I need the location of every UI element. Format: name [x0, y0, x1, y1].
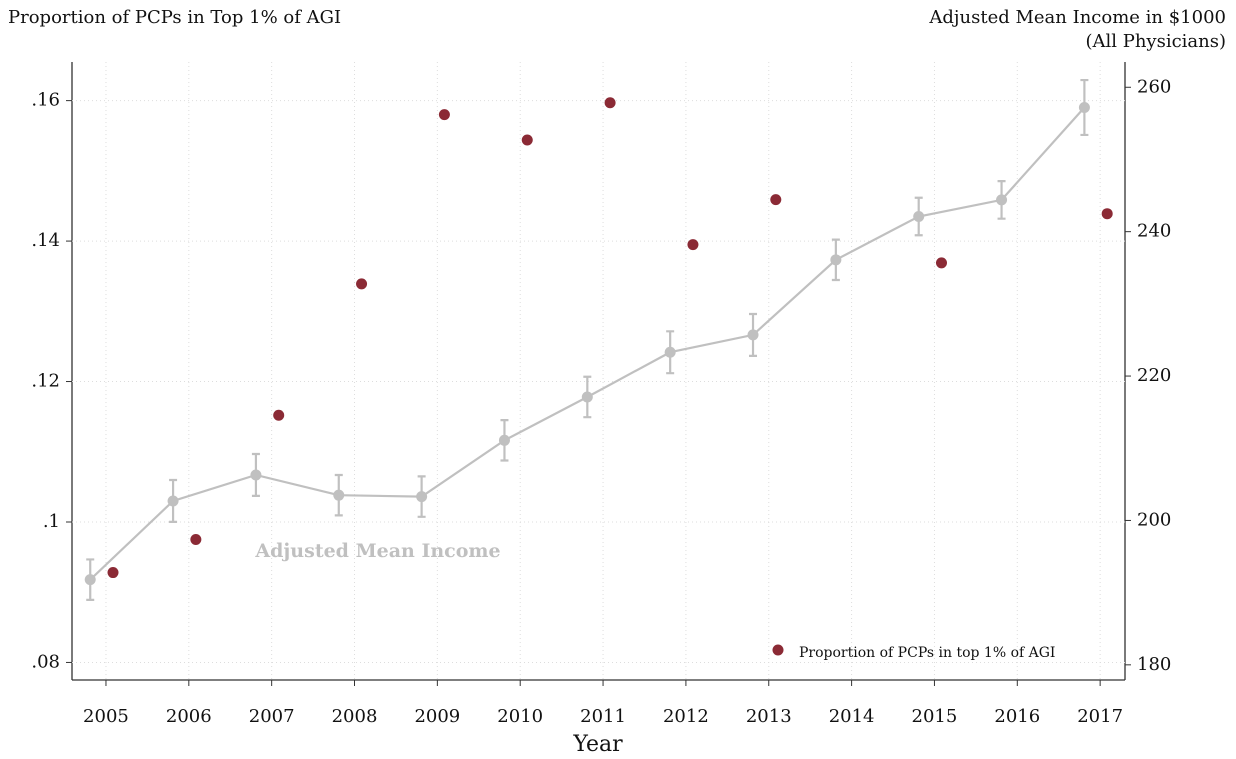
income-point	[581, 391, 593, 403]
income-point	[250, 469, 262, 481]
income-point	[167, 495, 179, 507]
y-tick-label: .14	[31, 230, 60, 251]
income-point	[416, 491, 428, 503]
x-tick-label: 2017	[1077, 706, 1123, 727]
proportion-point	[604, 97, 616, 109]
x-tick-label: 2009	[414, 706, 460, 727]
proportion-point	[107, 567, 119, 579]
y2-tick-label: 180	[1137, 654, 1171, 675]
proportion-point	[356, 278, 368, 290]
x-tick-label: 2008	[332, 706, 378, 727]
y2-axis-title: (All Physicians)	[1085, 31, 1226, 52]
y-tick-label: .12	[31, 371, 60, 392]
y2-tick-label: 240	[1137, 221, 1171, 242]
proportion-point	[273, 409, 285, 421]
income-point	[498, 434, 510, 446]
y-axis-title: Proportion of PCPs in Top 1% of AGI	[8, 7, 341, 28]
x-tick-label: 2011	[580, 706, 626, 727]
proportion-point	[935, 257, 947, 269]
income-point	[830, 254, 842, 266]
y2-tick-label: 220	[1137, 365, 1171, 386]
income-point	[913, 211, 925, 222]
proportion-point	[521, 134, 533, 146]
income-point	[1078, 101, 1090, 113]
legend-marker	[772, 644, 784, 656]
y2-axis-title: Adjusted Mean Income in $1000	[928, 7, 1226, 28]
income-point	[996, 194, 1008, 206]
x-tick-label: 2013	[746, 706, 792, 727]
x-tick-label: 2015	[912, 706, 958, 727]
x-tick-label: 2014	[829, 706, 875, 727]
proportion-point	[770, 194, 782, 206]
x-tick-label: 2007	[249, 706, 295, 727]
y-tick-label: .08	[31, 651, 60, 672]
x-axis-title: Year	[572, 732, 623, 757]
y2-tick-label: 260	[1137, 76, 1171, 97]
proportion-point	[438, 109, 450, 121]
proportion-point	[190, 534, 202, 546]
proportion-point	[1101, 208, 1113, 220]
income-point	[333, 489, 345, 501]
income-line	[89, 106, 1086, 581]
y-tick-label: .16	[31, 90, 60, 111]
y2-tick-label: 200	[1137, 509, 1171, 530]
x-tick-label: 2016	[994, 706, 1040, 727]
income-point	[747, 329, 759, 341]
income-point	[84, 574, 96, 586]
series-label: Adjusted Mean Income	[254, 540, 500, 562]
x-tick-label: 2006	[166, 706, 212, 727]
x-tick-label: 2012	[663, 706, 709, 727]
legend-label: Proportion of PCPs in top 1% of AGI	[799, 645, 1055, 661]
income-point	[664, 346, 676, 358]
y-tick-label: .1	[43, 511, 60, 532]
x-tick-label: 2010	[497, 706, 543, 727]
x-tick-label: 2005	[83, 706, 129, 727]
proportion-point	[687, 239, 699, 251]
